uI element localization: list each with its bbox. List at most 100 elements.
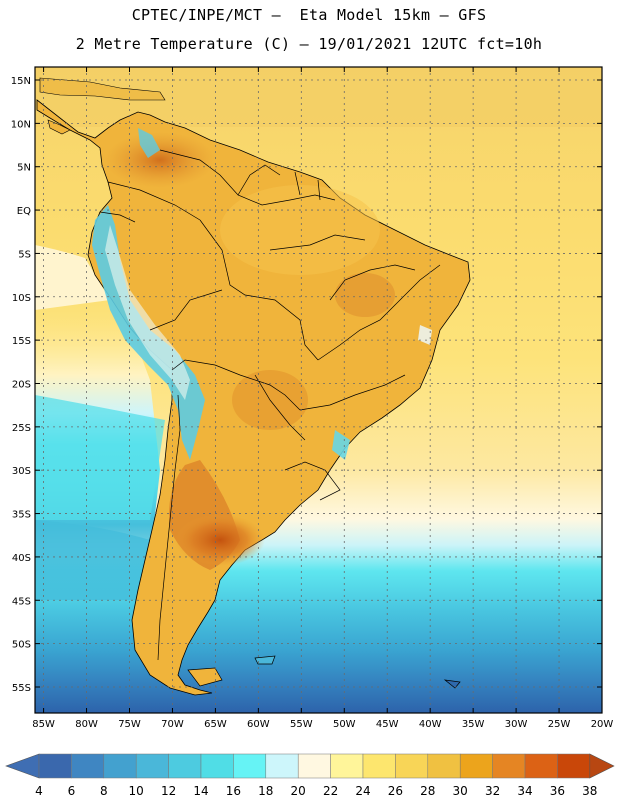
colorbar-swatch xyxy=(233,753,267,779)
colorbar-swatch xyxy=(524,753,558,779)
colorbar xyxy=(5,753,615,779)
colorbar-swatch xyxy=(38,753,72,779)
lon-label: 60W xyxy=(247,719,270,730)
lat-lon-grid xyxy=(35,67,602,713)
border-colombia-peru xyxy=(107,181,201,221)
lat-label: 50S xyxy=(12,640,31,651)
colorbar-swatch xyxy=(265,753,299,779)
colorbar-swatch xyxy=(459,753,493,779)
axis-ticks xyxy=(35,67,603,713)
colorbar-label: 4 xyxy=(35,784,43,798)
border-ecuador xyxy=(99,211,136,223)
serra-cold-spot xyxy=(332,430,350,460)
border-guyana xyxy=(237,164,281,196)
map-frame xyxy=(34,66,603,714)
andes-peak-band xyxy=(105,225,190,400)
map-title-line-2: 2 Metre Temperature (C) – 19/01/2021 12U… xyxy=(75,35,543,53)
colorbar-label: 16 xyxy=(226,784,241,798)
lon-label: 65W xyxy=(204,719,227,730)
pacific-pale-zone xyxy=(35,245,110,310)
lat-label: 30S xyxy=(12,466,31,477)
border-bolivia-argentina xyxy=(171,359,301,411)
colorbar-label: 6 xyxy=(68,784,76,798)
colorbar-swatch xyxy=(492,753,526,779)
colorbar-label: 24 xyxy=(355,784,370,798)
colorbar-swatch xyxy=(200,753,234,779)
lon-label: 40W xyxy=(419,719,442,730)
border-brazil-states-1 xyxy=(317,264,441,361)
lon-label: 80W xyxy=(75,719,98,730)
lon-label: 55W xyxy=(290,719,313,730)
colorbar-swatch xyxy=(135,753,169,779)
lat-label: 25S xyxy=(12,423,31,434)
lon-label: 45W xyxy=(376,719,399,730)
lon-label: 85W xyxy=(32,719,55,730)
colorbar-label: 26 xyxy=(388,784,403,798)
colorbar-swatch xyxy=(362,753,396,779)
colorbar-swatch xyxy=(330,753,364,779)
border-brazil-states-3 xyxy=(299,374,406,411)
colorbar-label: 10 xyxy=(129,784,144,798)
lat-label: 45S xyxy=(12,596,31,607)
argentina-hot-spot xyxy=(175,514,265,566)
colorbar-label: 20 xyxy=(291,784,306,798)
lon-label: 70W xyxy=(161,719,184,730)
border-venezuela-brazil xyxy=(159,149,336,206)
lat-label: 15N xyxy=(11,76,31,87)
map-plot-area xyxy=(35,67,602,713)
latitude-labels: 15N 10N 5N EQ 5S 10S 15S 20S 25S 30S 35S 40S 45S 50S 5… xyxy=(11,76,31,694)
lon-label: 20W xyxy=(591,719,614,730)
lat-label: 20S xyxy=(12,379,31,390)
lon-label: 30W xyxy=(505,719,528,730)
colorbar-swatch xyxy=(103,753,137,779)
brazil-warm-spot xyxy=(335,273,395,317)
colorbar-label: 36 xyxy=(550,784,565,798)
border-uruguay xyxy=(284,461,341,501)
border-brazil-states-2 xyxy=(329,264,416,301)
colorbar-label: 32 xyxy=(485,784,500,798)
colorbar-swatch xyxy=(427,753,461,779)
colorbar-label: 14 xyxy=(193,784,208,798)
colombian-andes-cold xyxy=(138,128,160,158)
colorbar-label: 12 xyxy=(161,784,176,798)
colorbar-label: 22 xyxy=(323,784,338,798)
lon-label: 50W xyxy=(333,719,356,730)
lon-label: 35W xyxy=(462,719,485,730)
lat-label: 35S xyxy=(12,510,31,521)
colorbar-swatch xyxy=(297,753,331,779)
caribbean-islands xyxy=(39,77,166,101)
colorbar-label: 38 xyxy=(582,784,597,798)
colorbar-labels: 4 6 8 10 12 14 16 18 20 22 24 26 28 30 32 34 36 38 xyxy=(35,784,597,798)
lat-label: EQ xyxy=(17,206,31,217)
country-borders xyxy=(99,149,441,661)
colorbar-swatch xyxy=(168,753,202,779)
south-georgia-island xyxy=(443,679,461,689)
amazon-mild-zone xyxy=(220,185,380,275)
longitude-labels: 85W 80W 75W 70W 65W 60W 55W 50W 45W 40W 35W 30W 25W 2… xyxy=(32,719,613,730)
border-paraguay xyxy=(254,374,306,441)
border-peru-bolivia xyxy=(149,289,223,331)
map-title-line-1: CPTEC/INPE/MCT – Eta Model 15km – GFS xyxy=(131,6,487,24)
colorbar-label: 34 xyxy=(517,784,532,798)
colorbar-label: 30 xyxy=(453,784,468,798)
lat-label: 5N xyxy=(17,163,31,174)
lat-label: 40S xyxy=(12,553,31,564)
lat-label: 15S xyxy=(12,336,31,347)
colorbar-upper-arrow xyxy=(589,753,615,779)
colorbar-swatch xyxy=(71,753,105,779)
colorbar-label: 18 xyxy=(258,784,273,798)
border-brazil-states-4 xyxy=(269,234,366,251)
tierra-del-fuego xyxy=(187,667,223,687)
colorbar-lower-arrow xyxy=(5,753,40,779)
falkland-islands xyxy=(254,655,276,665)
venezuela-hot-spot xyxy=(105,132,215,188)
border-peru-bolivia-brazil xyxy=(199,219,319,361)
lat-label: 5S xyxy=(18,249,31,260)
border-suriname-guiana xyxy=(294,171,321,201)
lon-label: 25W xyxy=(548,719,571,730)
colorbar-label: 8 xyxy=(100,784,108,798)
lat-label: 10N xyxy=(11,119,31,130)
east-coast-cool-spot xyxy=(418,325,432,345)
lat-label: 10S xyxy=(12,293,31,304)
